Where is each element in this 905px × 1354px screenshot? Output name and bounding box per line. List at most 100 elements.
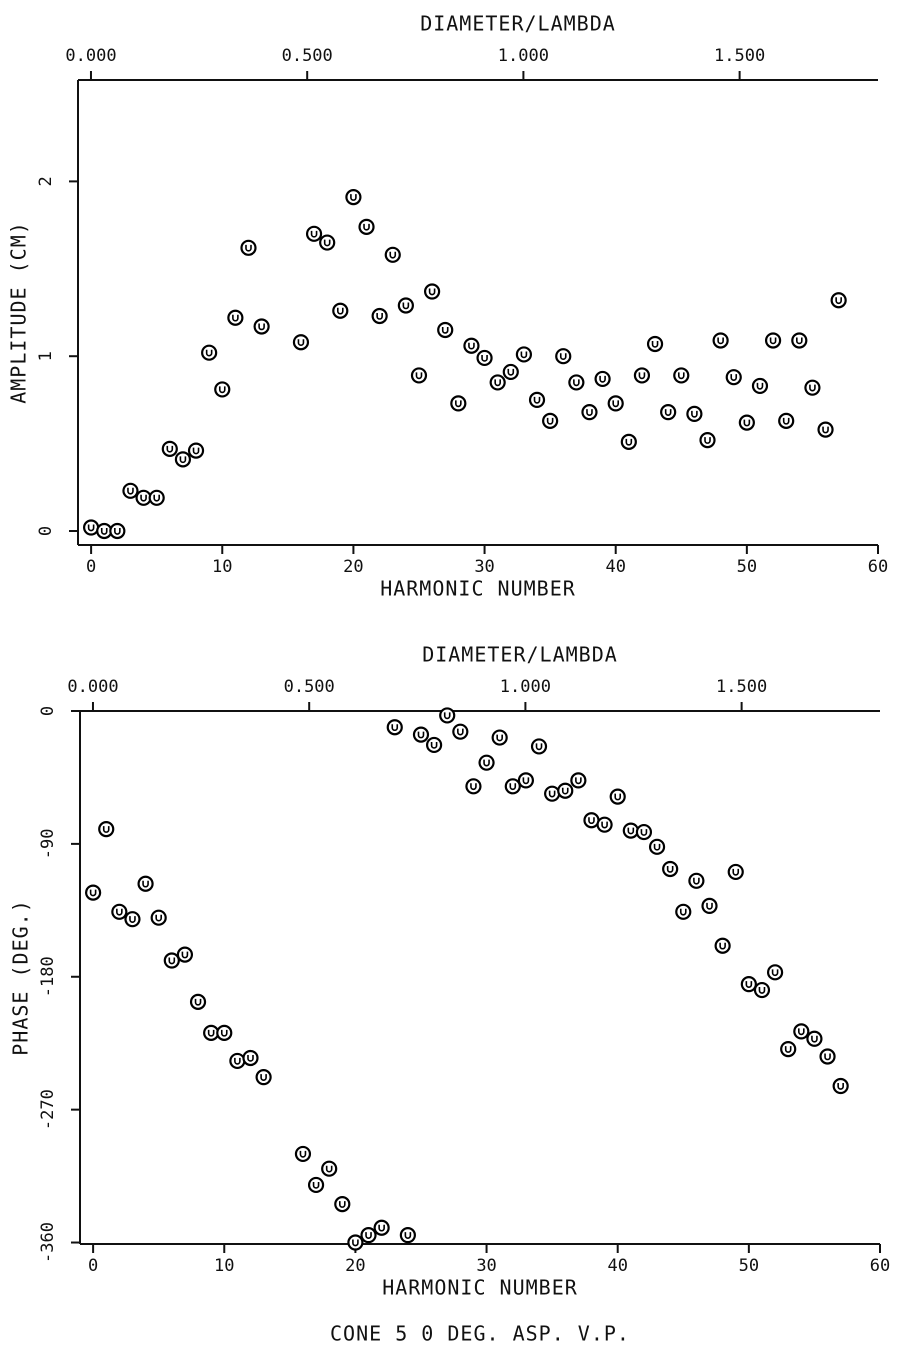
marker — [83, 519, 100, 536]
marker-glyph — [142, 880, 149, 888]
marker-ring — [122, 482, 139, 499]
marker-ring — [675, 903, 692, 920]
marker-ring — [412, 726, 430, 743]
marker-ring — [476, 349, 493, 367]
marker — [725, 369, 742, 386]
marker — [502, 363, 519, 381]
marker — [135, 489, 152, 506]
marker — [255, 1069, 272, 1086]
marker-glyph — [192, 447, 200, 455]
marker-ring — [358, 218, 375, 235]
marker — [766, 964, 784, 981]
marker-ring — [423, 283, 441, 300]
marker-ring — [688, 872, 705, 889]
marker-ring — [161, 440, 178, 457]
marker — [399, 1227, 416, 1244]
marker-glyph — [352, 1239, 359, 1247]
marker-glyph — [586, 409, 593, 416]
marker-ring — [229, 1052, 246, 1070]
marker-ring — [437, 321, 454, 339]
marker-glyph — [428, 288, 436, 296]
marker — [476, 349, 493, 367]
marker-glyph — [638, 372, 646, 380]
marker — [294, 1145, 312, 1163]
marker-ring — [135, 489, 152, 506]
marker — [96, 522, 113, 540]
marker-glyph — [573, 379, 580, 387]
marker — [662, 860, 679, 878]
marker-glyph — [756, 382, 764, 390]
marker-ring — [227, 309, 244, 326]
marker — [240, 239, 257, 256]
marker-ring — [137, 875, 154, 892]
marker — [85, 884, 102, 901]
marker — [819, 1048, 836, 1065]
marker — [137, 875, 154, 892]
marker-glyph — [245, 244, 252, 252]
marker-glyph — [102, 826, 110, 833]
x-tick-label: 60 — [870, 1256, 890, 1276]
marker-glyph — [824, 1053, 831, 1061]
x-axis-title: HARMONIC NUMBER — [380, 577, 576, 601]
marker-ring — [544, 785, 561, 802]
marker-glyph — [455, 400, 462, 408]
marker — [528, 391, 546, 409]
marker-ring — [791, 332, 808, 349]
x2-tick-label: 0.500 — [282, 46, 333, 66]
marker-glyph — [653, 843, 661, 851]
marker-ring — [530, 738, 548, 755]
marker-ring — [830, 292, 847, 309]
marker — [675, 903, 692, 920]
marker-ring — [491, 729, 508, 746]
marker — [515, 346, 533, 363]
marker-ring — [570, 772, 587, 789]
marker-glyph — [561, 787, 569, 795]
marker-ring — [384, 246, 401, 263]
marker-glyph — [704, 437, 711, 444]
marker-glyph — [325, 1165, 333, 1173]
marker-glyph — [677, 372, 685, 380]
marker-ring — [738, 414, 755, 431]
marker — [489, 374, 506, 391]
y-tick-label: 2 — [36, 176, 56, 186]
marker — [332, 302, 349, 319]
marker-ring — [555, 348, 572, 365]
marker-glyph — [771, 969, 779, 977]
marker — [830, 292, 847, 309]
marker-glyph — [116, 908, 123, 916]
marker-glyph — [520, 351, 528, 359]
marker-ring — [766, 964, 784, 981]
x2-tick-label: 1.500 — [716, 677, 767, 697]
marker-glyph — [378, 1224, 385, 1232]
marker-glyph — [312, 1181, 320, 1189]
marker-ring — [425, 736, 443, 754]
marker-ring — [176, 946, 194, 963]
marker-ring — [660, 404, 677, 421]
marker-glyph — [782, 417, 790, 425]
x2-tick-label: 0.000 — [65, 46, 116, 66]
marker-glyph — [168, 957, 176, 965]
marker — [581, 404, 598, 421]
marker — [568, 374, 585, 391]
marker-glyph — [468, 342, 475, 350]
marker — [452, 723, 469, 740]
marker-ring — [515, 346, 533, 363]
marker-glyph — [234, 1057, 241, 1065]
marker-ring — [373, 1219, 390, 1236]
marker-glyph — [232, 314, 239, 322]
marker — [686, 405, 703, 422]
marker — [150, 909, 167, 926]
y-tick-label: 0 — [38, 706, 58, 716]
marker-ring — [528, 391, 546, 409]
marker-glyph — [575, 777, 582, 785]
x-tick-label: 20 — [345, 1256, 365, 1276]
marker — [187, 442, 205, 459]
marker — [738, 414, 755, 431]
marker-ring — [568, 374, 585, 391]
x-tick-label: 20 — [343, 557, 363, 577]
marker — [253, 318, 270, 335]
marker — [229, 1052, 246, 1070]
marker-ring — [753, 981, 771, 999]
marker-glyph — [601, 821, 608, 829]
